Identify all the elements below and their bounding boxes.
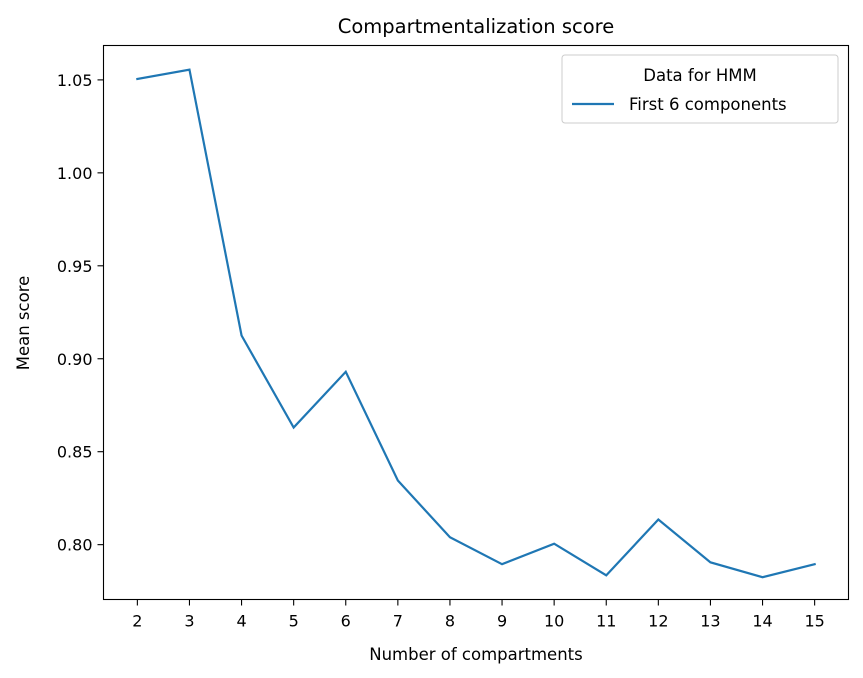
legend-title: Data for HMM [643, 66, 756, 85]
plot-frame [102, 44, 850, 601]
x-axis-label: Number of compartments [369, 645, 583, 664]
series-layer [136, 68, 816, 579]
x-tick-label: 8 [445, 612, 455, 631]
y-axis-label: Mean score [14, 276, 33, 371]
x-axis-ticks: 2 3 4 5 6 7 8 9 10 11 12 13 14 15 [132, 599, 825, 631]
y-tick-label: 1.05 [57, 71, 93, 90]
legend-series-label: First 6 components [629, 95, 787, 114]
y-tick-label: 0.80 [57, 536, 93, 555]
x-tick-label: 13 [700, 612, 720, 631]
series-line-0 [136, 68, 816, 579]
x-tick-label: 3 [184, 612, 194, 631]
x-tick-label: 9 [497, 612, 507, 631]
legend: Data for HMM First 6 components [561, 54, 839, 124]
x-tick-label: 4 [236, 612, 246, 631]
y-axis-ticks: 0.80 0.85 0.90 0.95 1.00 1.05 [57, 71, 104, 555]
x-tick-label: 5 [289, 612, 299, 631]
x-tick-label: 14 [752, 612, 772, 631]
y-tick-label: 1.00 [57, 164, 93, 183]
x-tick-label: 10 [544, 612, 564, 631]
legend-box [561, 54, 839, 124]
x-tick-label: 15 [804, 612, 824, 631]
y-tick-label: 0.95 [57, 257, 93, 276]
x-tick-label: 12 [648, 612, 668, 631]
y-tick-label: 0.90 [57, 350, 93, 369]
chart-title: Compartmentalization score [338, 15, 614, 38]
x-tick-label: 11 [596, 612, 616, 631]
x-tick-label: 2 [132, 612, 142, 631]
x-tick-label: 6 [341, 612, 351, 631]
y-tick-label: 0.85 [57, 443, 93, 462]
x-tick-label: 7 [393, 612, 403, 631]
plot-area: 2 3 4 5 6 7 8 9 10 11 12 13 14 15 0.80 0.85 0.90 0.95 1.0… [57, 44, 850, 631]
